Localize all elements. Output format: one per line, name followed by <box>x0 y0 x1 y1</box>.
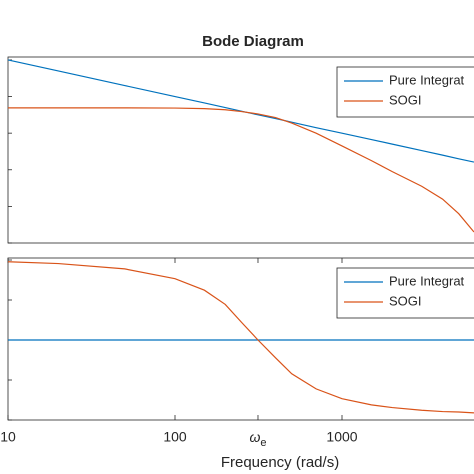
x-tick-label: 10 <box>0 429 16 445</box>
x-tick-label: 100 <box>163 429 187 445</box>
axes: Pure Integrat SOGI <box>7 56 474 244</box>
series-line <box>8 107 474 233</box>
x-tick-label: ωe <box>249 429 266 449</box>
x-tick-label: 1000 <box>326 429 357 445</box>
legend-box <box>336 267 474 319</box>
x-tick-label: ω <box>249 429 260 445</box>
series-line <box>7 261 474 414</box>
legend-label: Pure Integrat <box>389 273 465 288</box>
legend-label: Pure Integrat <box>389 72 465 87</box>
legend-label: SOGI <box>389 92 422 107</box>
legend-box <box>336 66 474 118</box>
legend: Pure Integrat SOGI <box>336 66 474 118</box>
x-axis-label: Frequency (rad/s) <box>221 454 339 471</box>
legend-label: SOGI <box>389 293 422 308</box>
axes: 10 100 ωe 1000 Pure Integrat SOGI <box>0 257 474 449</box>
x-tick-label-sub: e <box>260 437 266 449</box>
chart-title: Bode Diagram <box>202 33 304 50</box>
legend: Pure Integrat SOGI <box>336 267 474 319</box>
